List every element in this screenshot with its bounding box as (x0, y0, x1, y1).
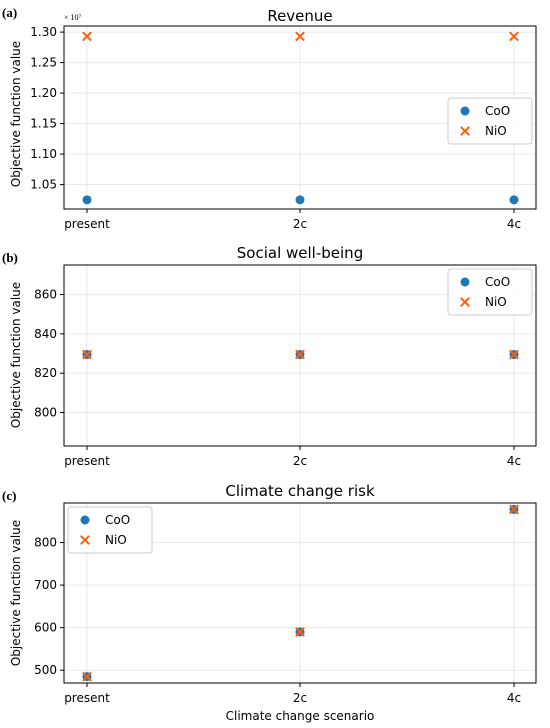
data-point-coo (82, 195, 92, 205)
y-offset-label: × 10⁷ (64, 13, 82, 22)
y-tick-label: 1.10 (30, 147, 57, 161)
data-point-nio (509, 504, 519, 515)
panel-revenue: (a) Revenue × 10⁷ Objective function val… (2, 5, 537, 231)
y-tick-label: 1.15 (30, 117, 57, 131)
chart-title-climate: Climate change risk (225, 482, 375, 500)
panel-label-b: (b) (2, 250, 18, 265)
legend-label-nio: NiO (105, 533, 127, 547)
y-tick-label: 860 (34, 288, 57, 302)
legend-marker-nio (80, 535, 90, 545)
legend-label-nio: NiO (485, 124, 507, 138)
y-axis-label-revenue: Objective function value (9, 41, 23, 187)
legend: CoO NiO (447, 97, 533, 145)
data-point-nio (82, 349, 92, 360)
legend-label-nio: NiO (485, 295, 507, 309)
y-tick-label: 600 (34, 621, 57, 635)
y-tick-label: 1.25 (30, 56, 57, 70)
legend-marker-nio (460, 297, 470, 307)
x-tick-label: 4c (507, 691, 521, 705)
x-tick-label: 2c (293, 217, 307, 231)
legend: CoO NiO (447, 268, 533, 316)
panel-social-well-being: (b) Social well-being Objective function… (2, 244, 537, 468)
grid (64, 26, 536, 209)
data-point-nio (295, 349, 305, 360)
y-axis-label-climate: Objective function value (9, 520, 23, 666)
data-point-nio (82, 671, 92, 682)
y-tick-label: 500 (34, 663, 57, 677)
legend-label-coo: CoO (485, 104, 510, 118)
y-tick-label: 1.05 (30, 178, 57, 192)
legend-label-coo: CoO (105, 513, 130, 527)
panel-climate-change-risk: (c) Climate change risk Objective functi… (2, 482, 537, 705)
data-point-nio (82, 31, 92, 42)
data-point-nio (509, 349, 519, 360)
y-tick-label: 820 (34, 366, 57, 380)
legend-marker-coo (80, 515, 90, 525)
x-tick-label: 4c (507, 454, 521, 468)
x-tick-label: present (64, 217, 110, 231)
chart-title-revenue: Revenue (267, 7, 332, 25)
x-tick-label: 4c (507, 217, 521, 231)
data-point-nio (509, 31, 519, 42)
x-tick-label: 2c (293, 691, 307, 705)
legend-marker-nio (460, 126, 470, 136)
x-tick-label: present (64, 691, 110, 705)
x-axis-label: Climate change scenario (226, 709, 375, 723)
x-tick-label: present (64, 454, 110, 468)
panel-label-a: (a) (2, 5, 17, 20)
data-point-nio (295, 31, 305, 42)
panel-label-c: (c) (2, 488, 16, 503)
y-axis-label-social: Objective function value (9, 282, 23, 428)
legend-marker-coo (460, 277, 470, 287)
data-point-nio (295, 627, 305, 637)
y-tick-label: 840 (34, 327, 57, 341)
legend-marker-coo (460, 106, 470, 116)
y-tick-label: 700 (34, 578, 57, 592)
x-tick-label: 2c (293, 454, 307, 468)
legend-label-coo: CoO (485, 275, 510, 289)
y-tick-label: 800 (34, 406, 57, 420)
y-tick-label: 1.30 (30, 25, 57, 39)
chart-title-social: Social well-being (237, 244, 363, 262)
data-point-coo (509, 195, 519, 205)
y-tick-label: 800 (34, 536, 57, 550)
legend: CoO NiO (67, 506, 153, 554)
data-point-coo (295, 195, 305, 205)
y-tick-label: 1.20 (30, 86, 57, 100)
